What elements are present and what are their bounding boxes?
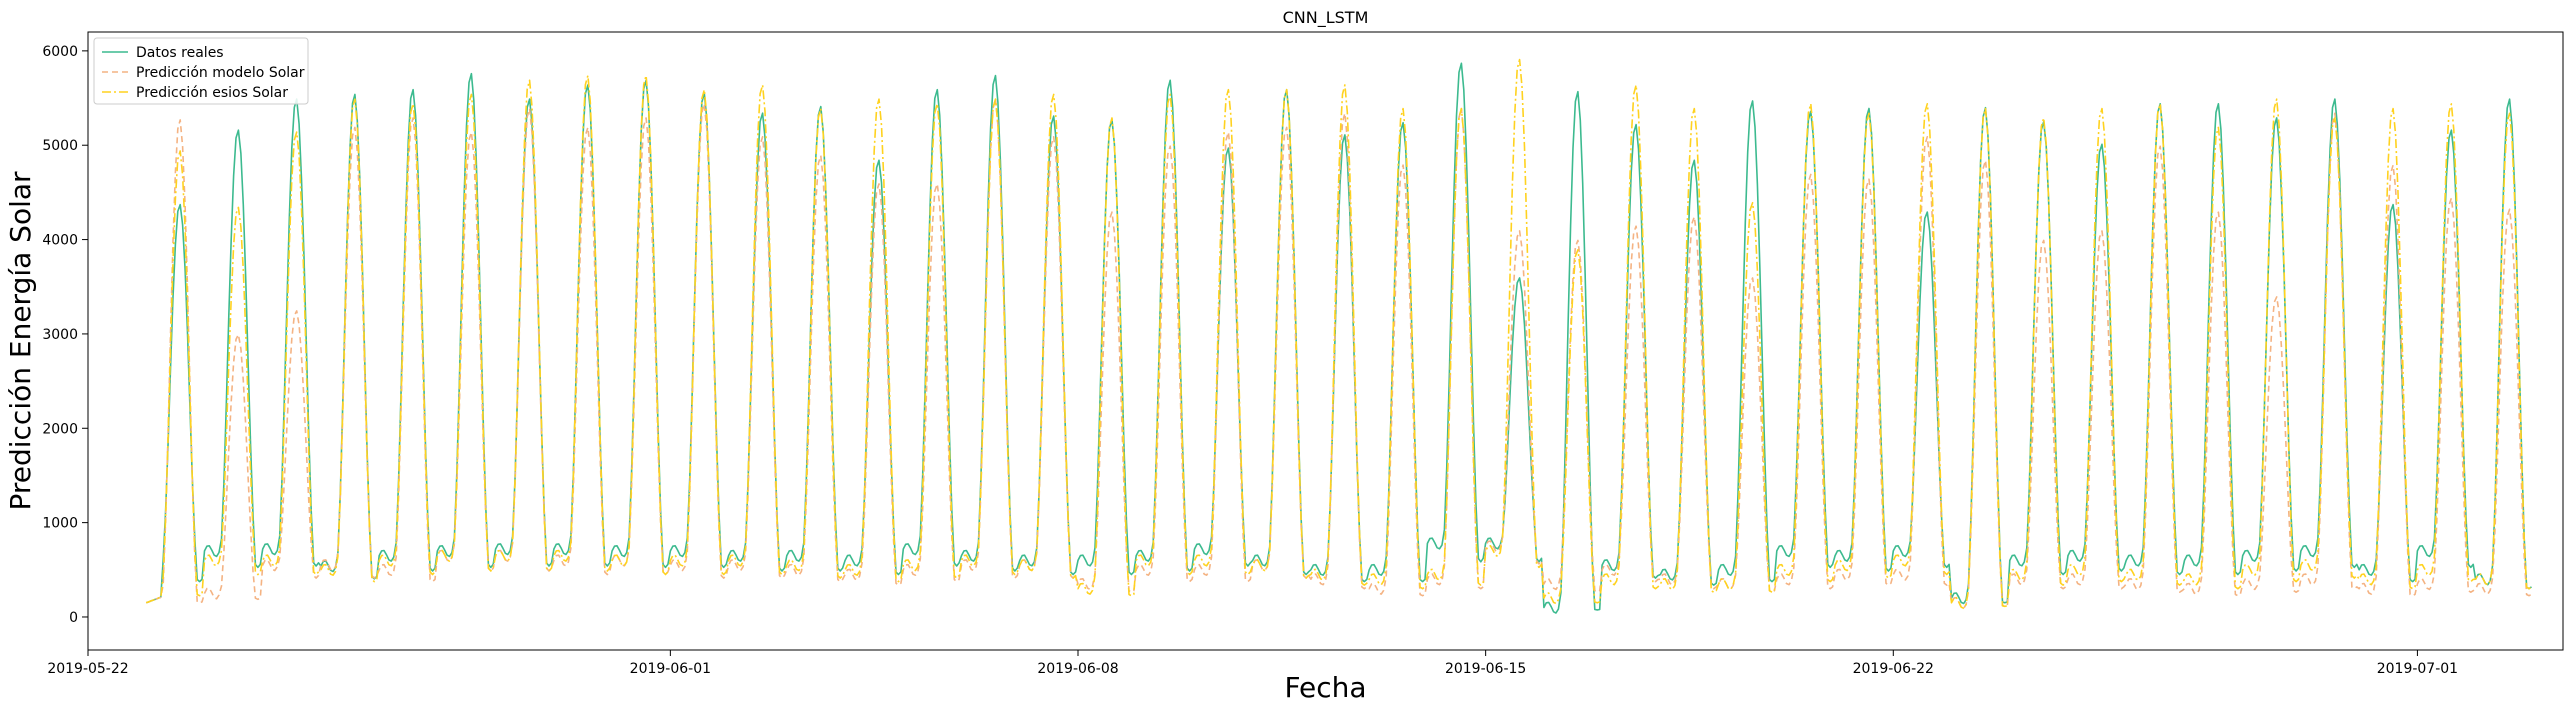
plot-frame — [87, 31, 2564, 651]
y-tick-label: 2000 — [42, 421, 78, 437]
legend-label: Predicción esios Solar — [136, 85, 288, 101]
x-axis-title: Fecha — [1284, 671, 1366, 704]
y-tick-label: 5000 — [42, 138, 78, 154]
x-tick-label: 2019-07-01 — [2377, 661, 2458, 677]
y-tick-label: 0 — [69, 610, 78, 626]
y-axis: 0 1000 2000 3000 4000 5000 6000 — [42, 44, 88, 626]
y-tick-label: 3000 — [42, 327, 78, 343]
chart-title: CNN_LSTM — [1283, 8, 1369, 28]
x-axis: 2019-05-22 2019-06-01 2019-06-08 2019-06-15… — [47, 650, 2458, 677]
series-line-2 — [145, 98, 2532, 610]
y-tick-label: 4000 — [42, 233, 78, 249]
y-tick-label: 1000 — [42, 516, 78, 532]
y-axis-title: Predicción Energía Solar — [4, 171, 37, 511]
x-tick-label: 2019-06-15 — [1445, 661, 1526, 677]
x-tick-label: 2019-06-01 — [630, 661, 711, 677]
y-tick-label: 6000 — [42, 44, 78, 60]
legend: Datos reales Predicción modelo Solar Predi… — [93, 37, 309, 105]
legend-label: Datos reales — [136, 45, 224, 61]
legend-label: Predicción modelo Solar — [136, 65, 305, 81]
series-layer — [145, 58, 2532, 614]
legend-box — [93, 37, 309, 105]
x-tick-label: 2019-06-08 — [1037, 661, 1118, 677]
series-line-3 — [145, 58, 2532, 610]
x-tick-label: 2019-06-22 — [1853, 661, 1934, 677]
x-tick-label: 2019-05-22 — [47, 661, 128, 677]
